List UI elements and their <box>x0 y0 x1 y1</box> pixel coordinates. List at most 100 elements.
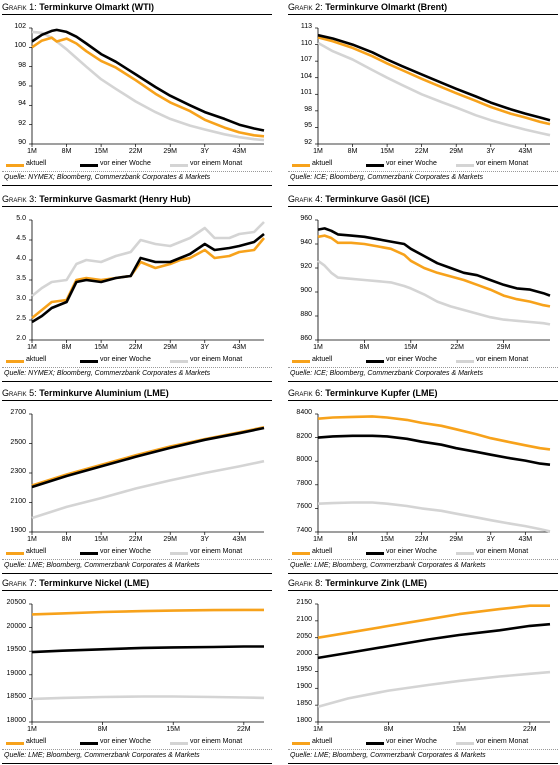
x-tick-label: 22M <box>414 148 429 155</box>
y-tick-label: 1900 <box>10 527 26 534</box>
y-tick-label: 4.0 <box>16 255 26 262</box>
x-tick-label: 22M <box>237 726 251 733</box>
legend-label: vor einer Woche <box>386 160 437 167</box>
chart-panel-c1: Grafik 1: Terminkurve Olmarkt (WTI) 102 10… <box>2 2 272 188</box>
title-rule <box>288 206 558 207</box>
y-tick-label: 20000 <box>6 622 26 630</box>
y-tick-label: 2100 <box>296 615 312 623</box>
panel-bottom-rule <box>288 185 558 186</box>
series-line-vor-einer-woche <box>317 622 551 660</box>
series-line-vor-einem-monat <box>31 695 265 701</box>
chart-plot-area <box>29 413 265 535</box>
y-tick-label: 96 <box>18 81 26 88</box>
chart-panel-c7: Grafik 7: Terminkurve Nickel (LME) 20500 2… <box>2 578 272 764</box>
x-tick-label: 15M <box>403 344 418 351</box>
x-tick-label: 29M <box>496 344 511 351</box>
x-tick-label: 3Y <box>200 536 210 543</box>
chart-source: Quelle: ICE; Bloomberg, Commerzbank Corp… <box>290 174 483 181</box>
chart-source: Quelle: NYMEX; Bloomberg, Commerzbank Co… <box>4 174 211 181</box>
x-tick-label: 43M <box>518 148 533 155</box>
chart-title: Grafik 7: Terminkurve Nickel (LME) <box>2 578 149 588</box>
chart-title-text: Terminkurve Nickel (LME) <box>39 578 150 588</box>
y-tick-label: 7400 <box>296 527 312 534</box>
chart-legend: aktuell vor einer Woche vor einem Monat <box>288 548 558 558</box>
y-tick-label: 104 <box>300 72 312 80</box>
y-tick-label: 107 <box>300 56 312 64</box>
legend-swatch <box>456 164 474 167</box>
x-tick-label: 3Y <box>200 148 210 155</box>
chart-title-text: Terminkurve Aluminium (LME) <box>39 388 169 398</box>
axis-lines <box>31 414 264 533</box>
x-tick-label: 1M <box>27 536 37 543</box>
y-tick-label: 8000 <box>296 456 312 464</box>
x-tick-label: 15M <box>380 536 394 543</box>
title-rule <box>288 14 558 15</box>
x-tick-label: 29M <box>163 536 178 543</box>
legend-label: aktuell <box>312 548 333 555</box>
series-line-aktuell <box>31 36 265 138</box>
y-tick-label: 95 <box>304 122 312 130</box>
axis-lines <box>317 604 550 723</box>
chart-plot-area <box>315 413 551 535</box>
series-line-aktuell <box>317 234 551 308</box>
title-rule <box>288 400 558 401</box>
legend-rule <box>2 559 272 560</box>
y-tick-label: 92 <box>304 139 312 146</box>
series-line-aktuell <box>317 415 551 451</box>
chart-source: Quelle: LME; Bloomberg, Commerzbank Corp… <box>290 752 486 759</box>
title-rule <box>288 590 558 591</box>
legend-swatch <box>80 552 98 555</box>
legend-swatch <box>456 742 474 745</box>
y-tick-label: 5.0 <box>16 215 26 222</box>
y-tick-label: 7800 <box>296 479 312 487</box>
y-tick-label: 94 <box>18 100 26 108</box>
chart-title: Grafik 8: Terminkurve Zink (LME) <box>288 578 427 588</box>
x-tick-label: 43M <box>232 148 247 155</box>
y-tick-label: 8200 <box>296 432 312 440</box>
chart-legend: aktuell vor einer Woche vor einem Monat <box>288 738 558 748</box>
y-tick-label: 92 <box>18 119 26 127</box>
series-line-vor-einem-monat <box>317 501 551 533</box>
series-line-vor-einer-woche <box>317 33 551 122</box>
title-rule <box>2 590 272 591</box>
legend-swatch <box>456 552 474 555</box>
series-line-vor-einem-monat <box>31 221 265 298</box>
series-line-aktuell <box>317 36 551 126</box>
legend-swatch <box>170 742 188 745</box>
x-tick-label: 15M <box>166 726 181 733</box>
x-tick-label: 3Y <box>486 148 496 155</box>
chart-legend: aktuell vor einer Woche vor einem Monat <box>2 160 272 170</box>
y-tick-label: 2100 <box>10 497 26 505</box>
y-tick-label: 2.0 <box>16 335 26 342</box>
axis-lines <box>31 604 264 723</box>
series-line-vor-einer-woche <box>31 232 265 324</box>
y-tick-label: 20500 <box>6 599 26 606</box>
y-tick-label: 110 <box>300 39 312 47</box>
legend-label: vor einer Woche <box>386 738 437 745</box>
legend-swatch <box>6 164 24 167</box>
x-tick-label: 29M <box>449 148 464 155</box>
x-tick-label: 29M <box>163 148 178 155</box>
x-tick-label: 22M <box>523 726 537 733</box>
legend-rule <box>2 749 272 750</box>
series-line-vor-einem-monat <box>317 41 551 137</box>
chart-title-text: Terminkurve Zink (LME) <box>325 578 428 588</box>
chart-number: Grafik 3: <box>2 194 37 204</box>
chart-legend: aktuell vor einer Woche vor einem Monat <box>288 356 558 366</box>
panel-bottom-rule <box>288 381 558 382</box>
chart-number: Grafik 8: <box>288 578 323 588</box>
series-line-vor-einem-monat <box>317 259 551 326</box>
legend-rule <box>288 559 558 560</box>
chart-title: Grafik 4: Terminkurve Gasöl (ICE) <box>288 194 430 204</box>
legend-label: vor einer Woche <box>100 548 151 555</box>
x-tick-label: 22M <box>128 148 143 155</box>
legend-swatch <box>366 552 384 555</box>
series-line-vor-einer-woche <box>31 645 264 654</box>
x-tick-label: 22M <box>450 344 464 351</box>
x-tick-label: 1M <box>313 344 323 351</box>
x-tick-label: 22M <box>128 536 143 543</box>
legend-label: aktuell <box>26 738 47 745</box>
chart-plot-area <box>29 603 265 725</box>
legend-swatch <box>456 360 474 363</box>
y-tick-label: 18500 <box>6 693 26 701</box>
